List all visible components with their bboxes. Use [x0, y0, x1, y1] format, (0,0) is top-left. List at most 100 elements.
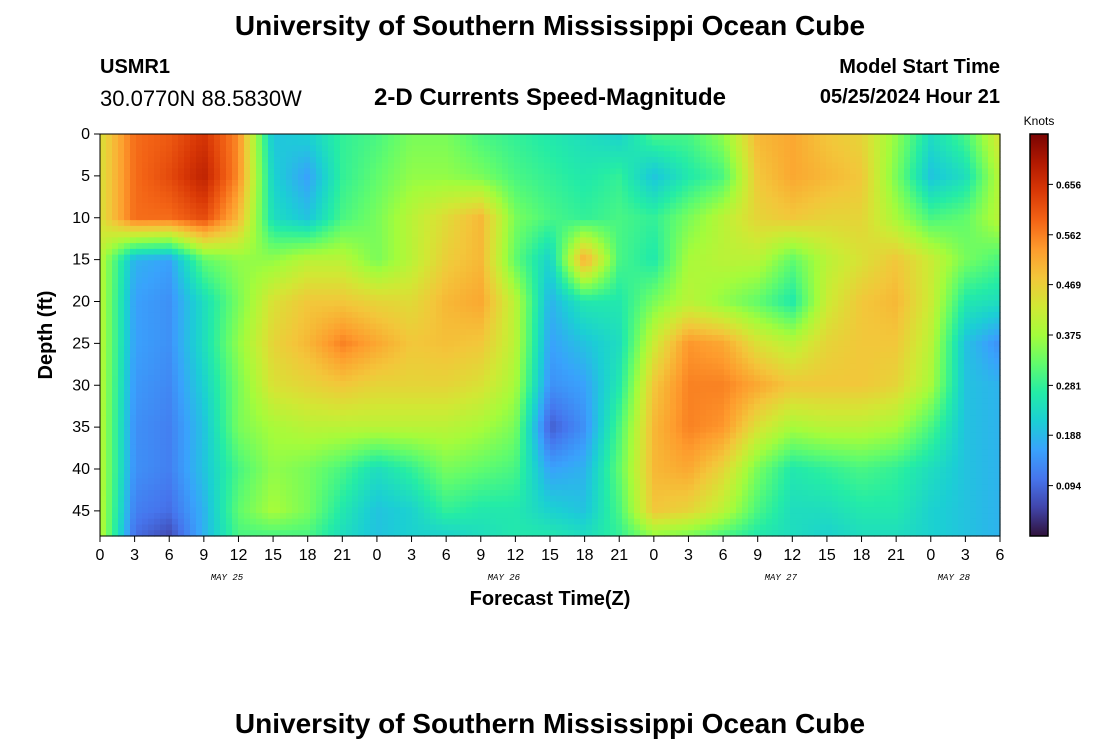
heatmap-cell — [514, 260, 521, 267]
heatmap-cell — [424, 162, 431, 170]
heatmap-cell — [112, 185, 119, 193]
heatmap-cell — [598, 208, 605, 215]
heatmap-cell — [964, 260, 971, 267]
heatmap-cell — [628, 306, 635, 313]
heatmap-cell — [124, 197, 131, 204]
heatmap-cell — [604, 220, 611, 227]
heatmap-cell — [652, 260, 659, 267]
heatmap-cell — [670, 185, 677, 193]
heatmap-cell — [238, 208, 245, 215]
heatmap-cell — [454, 208, 461, 215]
heatmap-cell — [250, 162, 257, 170]
heatmap-cell — [802, 162, 809, 170]
heatmap-cell — [154, 294, 161, 302]
heatmap-cell — [502, 260, 509, 267]
heatmap-cell — [946, 248, 953, 256]
heatmap-cell — [160, 191, 167, 198]
heatmap-cell — [610, 197, 617, 204]
heatmap-cell — [568, 312, 575, 319]
heatmap-cell — [352, 243, 359, 250]
heatmap-cell — [382, 294, 389, 302]
heatmap-cell — [316, 231, 323, 238]
heatmap-cell — [196, 317, 203, 325]
heatmap-cell — [550, 260, 557, 267]
heatmap-cell — [742, 197, 749, 204]
heatmap-cell — [958, 306, 965, 313]
heatmap-cell — [334, 162, 341, 170]
heatmap-cell — [628, 220, 635, 227]
heatmap-cell — [574, 156, 581, 164]
heatmap-cell — [988, 254, 995, 261]
heatmap-cell — [820, 283, 827, 290]
heatmap-cell — [238, 306, 245, 313]
heatmap-cell — [526, 248, 533, 256]
heatmap-cell — [454, 243, 461, 250]
heatmap-cell — [154, 300, 161, 307]
heatmap-cell — [952, 191, 959, 198]
heatmap-cell — [736, 179, 743, 187]
heatmap-cell — [202, 283, 209, 290]
heatmap-cell — [304, 179, 311, 187]
heatmap-cell — [166, 197, 173, 204]
heatmap-cell — [748, 208, 755, 215]
heatmap-cell — [652, 312, 659, 319]
heatmap-cell — [178, 208, 185, 215]
heatmap-cell — [760, 156, 767, 164]
heatmap-cell — [148, 283, 155, 290]
heatmap-cell — [622, 317, 629, 325]
heatmap-cell — [454, 266, 461, 273]
heatmap-cell — [898, 231, 905, 238]
heatmap-cell — [814, 243, 821, 250]
heatmap-cell — [628, 191, 635, 198]
heatmap-cell — [760, 283, 767, 290]
heatmap-cell — [202, 156, 209, 164]
heatmap-cell — [388, 145, 395, 152]
heatmap-cell — [898, 197, 905, 204]
heatmap-cell — [652, 139, 659, 147]
heatmap-cell — [160, 271, 167, 279]
heatmap-cell — [694, 139, 701, 147]
heatmap-cell — [190, 231, 197, 238]
heatmap-cell — [376, 197, 383, 204]
heatmap-cell — [340, 323, 347, 330]
heatmap-cell — [604, 243, 611, 250]
heatmap-cell — [748, 266, 755, 273]
heatmap-cell — [184, 289, 191, 296]
heatmap-cell — [892, 151, 899, 158]
heatmap-cell — [460, 134, 467, 141]
heatmap-cell — [448, 277, 455, 284]
heatmap-cell — [982, 134, 989, 141]
heatmap-cell — [886, 174, 893, 181]
heatmap-cell — [562, 243, 569, 250]
heatmap-cell — [124, 300, 131, 307]
heatmap-cell — [142, 174, 149, 181]
heatmap-cell — [124, 139, 131, 147]
heatmap-cell — [388, 294, 395, 302]
heatmap-cell — [934, 214, 941, 221]
heatmap-cell — [766, 283, 773, 290]
heatmap-cell — [928, 134, 935, 141]
heatmap-cell — [694, 185, 701, 193]
heatmap-cell — [688, 300, 695, 307]
heatmap-cell — [712, 197, 719, 204]
heatmap-cell — [130, 260, 137, 267]
heatmap-cell — [880, 179, 887, 187]
heatmap-cell — [322, 254, 329, 261]
heatmap-cell — [142, 312, 149, 319]
heatmap-cell — [706, 243, 713, 250]
heatmap-cell — [646, 208, 653, 215]
heatmap-cell — [538, 260, 545, 267]
heatmap-cell — [760, 294, 767, 302]
heatmap-cell — [940, 191, 947, 198]
heatmap-cell — [502, 185, 509, 193]
heatmap-cell — [676, 289, 683, 296]
heatmap-cell — [874, 208, 881, 215]
heatmap-cell — [460, 260, 467, 267]
heatmap-cell — [562, 220, 569, 227]
heatmap-cell — [298, 289, 305, 296]
heatmap-cell — [124, 134, 131, 141]
heatmap-cell — [406, 151, 413, 158]
heatmap-cell — [490, 220, 497, 227]
heatmap-cell — [286, 260, 293, 267]
heatmap-cell — [784, 277, 791, 284]
